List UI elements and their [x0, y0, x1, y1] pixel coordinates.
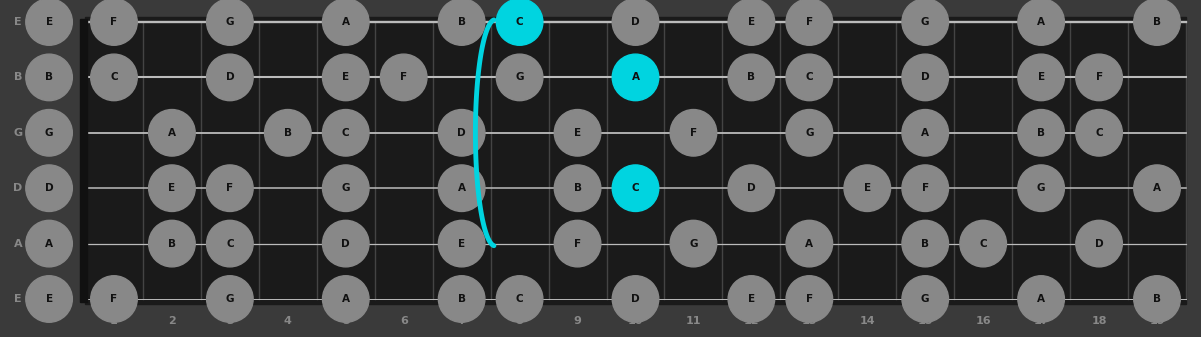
Text: E: E [168, 183, 175, 193]
Text: 17: 17 [1033, 316, 1048, 326]
Circle shape [902, 220, 949, 267]
Text: B: B [458, 294, 466, 304]
Circle shape [787, 110, 832, 156]
Circle shape [960, 220, 1006, 267]
Circle shape [902, 110, 949, 156]
Text: B: B [1153, 294, 1161, 304]
Text: E: E [14, 294, 22, 304]
Text: F: F [806, 294, 813, 304]
Circle shape [1018, 165, 1064, 212]
Text: B: B [1153, 17, 1161, 27]
Circle shape [207, 276, 253, 322]
Text: B: B [574, 183, 581, 193]
Text: 9: 9 [574, 316, 581, 326]
Text: A: A [1038, 17, 1045, 27]
Text: 13: 13 [801, 316, 817, 326]
Circle shape [207, 0, 253, 45]
Text: A: A [13, 239, 22, 249]
Circle shape [555, 165, 600, 212]
Text: B: B [168, 239, 175, 249]
Text: G: G [515, 72, 524, 83]
Circle shape [1076, 54, 1123, 101]
Text: 12: 12 [743, 316, 759, 326]
Text: F: F [110, 17, 118, 27]
Text: A: A [1153, 183, 1161, 193]
Text: A: A [342, 17, 349, 27]
Text: B: B [747, 72, 755, 83]
Text: B: B [921, 239, 930, 249]
Circle shape [1134, 276, 1181, 322]
Text: A: A [921, 128, 930, 138]
Circle shape [787, 54, 832, 101]
Text: C: C [110, 72, 118, 83]
Circle shape [91, 0, 137, 45]
Text: B: B [1038, 128, 1045, 138]
Text: D: D [44, 183, 53, 193]
Text: 15: 15 [918, 316, 933, 326]
Circle shape [438, 110, 485, 156]
Circle shape [149, 110, 196, 156]
Text: E: E [748, 294, 755, 304]
Text: C: C [806, 72, 813, 83]
Text: A: A [342, 294, 349, 304]
Circle shape [496, 54, 543, 101]
Circle shape [844, 165, 891, 212]
Circle shape [1018, 0, 1064, 45]
Text: 11: 11 [686, 316, 701, 326]
Text: A: A [1038, 294, 1045, 304]
Circle shape [1018, 276, 1064, 322]
Circle shape [207, 220, 253, 267]
Circle shape [323, 54, 369, 101]
Circle shape [149, 220, 196, 267]
Text: G: G [689, 239, 698, 249]
Circle shape [555, 110, 600, 156]
Circle shape [787, 276, 832, 322]
Text: D: D [341, 239, 349, 249]
Text: A: A [168, 128, 175, 138]
Text: C: C [632, 183, 639, 193]
Text: G: G [1036, 183, 1045, 193]
Text: A: A [632, 72, 639, 83]
Text: E: E [46, 294, 53, 304]
Circle shape [323, 165, 369, 212]
Text: B: B [458, 17, 466, 27]
Text: D: D [458, 128, 466, 138]
Text: G: G [13, 128, 23, 138]
Text: 6: 6 [400, 316, 407, 326]
Text: E: E [574, 128, 581, 138]
Circle shape [613, 276, 659, 322]
Text: A: A [46, 239, 53, 249]
Circle shape [496, 0, 543, 45]
Circle shape [207, 165, 253, 212]
Text: F: F [400, 72, 407, 83]
Text: E: E [864, 183, 871, 193]
Circle shape [613, 54, 659, 101]
Bar [80, 19, 86, 302]
Circle shape [670, 220, 717, 267]
Text: D: D [1095, 239, 1104, 249]
Circle shape [438, 0, 485, 45]
Text: E: E [342, 72, 349, 83]
Circle shape [1018, 110, 1064, 156]
Text: F: F [1095, 72, 1103, 83]
Text: G: G [226, 17, 234, 27]
Circle shape [207, 54, 253, 101]
Text: C: C [1095, 128, 1103, 138]
Circle shape [496, 276, 543, 322]
Circle shape [787, 0, 832, 45]
Text: B: B [13, 72, 22, 83]
Text: G: G [805, 128, 813, 138]
Text: G: G [921, 17, 930, 27]
Text: C: C [979, 239, 987, 249]
Circle shape [1134, 0, 1181, 45]
Text: 16: 16 [975, 316, 991, 326]
Circle shape [787, 220, 832, 267]
Circle shape [323, 276, 369, 322]
Circle shape [1134, 165, 1181, 212]
Text: E: E [748, 17, 755, 27]
Text: B: B [46, 72, 53, 83]
Circle shape [728, 165, 775, 212]
Text: E: E [46, 17, 53, 27]
Text: A: A [806, 239, 813, 249]
